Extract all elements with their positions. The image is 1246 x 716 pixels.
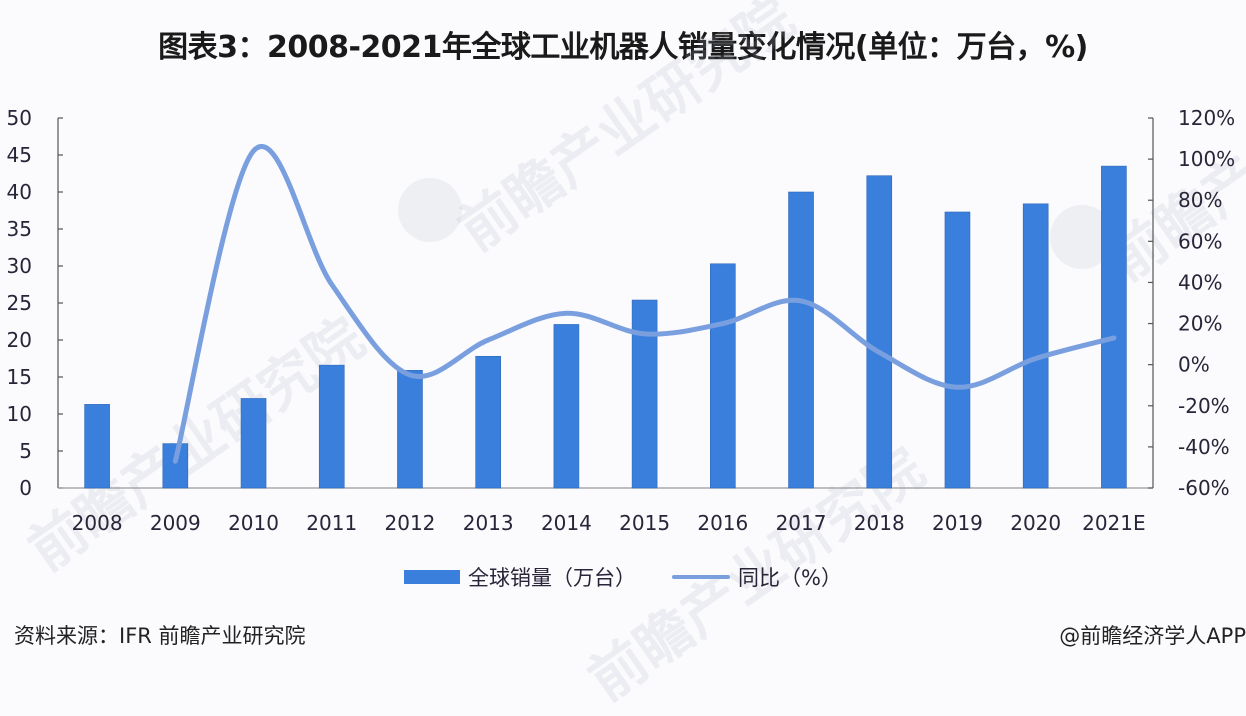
left-axis-tick-label: 30: [7, 254, 32, 278]
bar: [84, 404, 110, 489]
left-axis-tick-label: 25: [7, 291, 32, 315]
legend-label-yoy: 同比（%）: [738, 566, 842, 590]
right-axis-tick-label: 120%: [1178, 106, 1235, 130]
bar: [631, 299, 658, 489]
x-axis-tick-label: 2008: [72, 511, 123, 535]
left-y-axis: 0 5 10 15 20 25 30 35 40 45 50: [7, 106, 1153, 500]
left-axis-tick-label: 40: [7, 180, 32, 204]
bar: [475, 355, 501, 489]
right-axis-tick-label: 100%: [1178, 147, 1235, 171]
x-axis-tick-label: 2011: [306, 511, 357, 535]
x-axis-tick-label: 2009: [150, 511, 201, 535]
right-axis-tick-label: 0%: [1178, 353, 1210, 377]
bar: [788, 191, 814, 489]
left-axis-tick-label: 50: [7, 106, 32, 130]
right-y-axis: -60% -40% -20% 0% 20% 40% 60% 80% 100% 120%: [1148, 106, 1235, 500]
right-axis-tick-label: -40%: [1178, 435, 1230, 459]
credit-note: @前瞻经济学人APP: [1059, 624, 1246, 648]
left-axis-tick-label: 45: [7, 143, 32, 167]
x-axis-tick-label: 2015: [619, 511, 670, 535]
right-axis-tick-label: 60%: [1178, 229, 1222, 253]
bar: [240, 398, 267, 489]
x-axis-tick-label: 2012: [385, 511, 436, 535]
x-axis-tick-label: 2017: [776, 511, 827, 535]
source-note: 资料来源：IFR 前瞻产业研究院: [14, 624, 306, 648]
x-axis-tick-label: 2013: [463, 511, 514, 535]
chart-legend: 全球销量（万台） 同比（%）: [0, 562, 1246, 592]
right-axis-tick-label: -20%: [1178, 394, 1230, 418]
chart-plot: 0 5 10 15 20 25 30 35 40 45 50 -60% -40% -20% 0% 20% 40…: [7, 106, 1236, 535]
bar: [944, 211, 971, 489]
right-axis-tick-label: 80%: [1178, 188, 1222, 212]
x-axis-labels: 2008 2009 2010 2011 2012 2013 2014 2015 2016 2017…: [72, 511, 1146, 535]
legend-label-sales: 全球销量（万台）: [468, 566, 637, 590]
x-axis-tick-label: 2014: [541, 511, 592, 535]
left-axis-tick-label: 20: [7, 328, 32, 352]
x-axis-tick-label: 2016: [697, 511, 748, 535]
x-axis-tick-label: 2020: [1010, 511, 1061, 535]
x-axis-tick-label: 2018: [854, 511, 905, 535]
x-axis-tick-label: 2021E: [1082, 511, 1146, 535]
bar: [1022, 203, 1049, 489]
right-axis-tick-label: -60%: [1178, 476, 1230, 500]
left-axis-tick-label: 35: [7, 217, 32, 241]
bar-series: [84, 165, 1127, 489]
legend-item-sales: 全球销量（万台）: [404, 562, 636, 592]
chart-title: 图表3：2008-2021年全球工业机器人销量变化情况(单位：万台，%): [158, 30, 1088, 65]
legend-bar-swatch-icon: [404, 570, 461, 584]
bar: [710, 263, 736, 489]
footer: 资料来源：IFR 前瞻产业研究院 @前瞻经济学人APP: [0, 620, 1246, 650]
bar: [866, 175, 893, 489]
left-axis-tick-label: 10: [7, 402, 32, 426]
bar: [1101, 165, 1127, 489]
legend-item-yoy: 同比（%）: [672, 562, 842, 592]
legend-line-swatch-icon: [672, 575, 731, 579]
bar: [553, 324, 580, 489]
left-axis-tick-label: 0: [19, 476, 32, 500]
left-axis-tick-label: 15: [7, 365, 32, 389]
bar: [318, 364, 345, 489]
bar: [397, 370, 423, 489]
right-axis-tick-label: 40%: [1178, 270, 1222, 294]
left-axis-tick-label: 5: [19, 439, 32, 463]
x-axis-tick-label: 2010: [228, 511, 279, 535]
yoy-line-series: [172, 144, 1117, 464]
x-axis-tick-label: 2019: [932, 511, 983, 535]
right-axis-tick-label: 20%: [1178, 312, 1222, 336]
